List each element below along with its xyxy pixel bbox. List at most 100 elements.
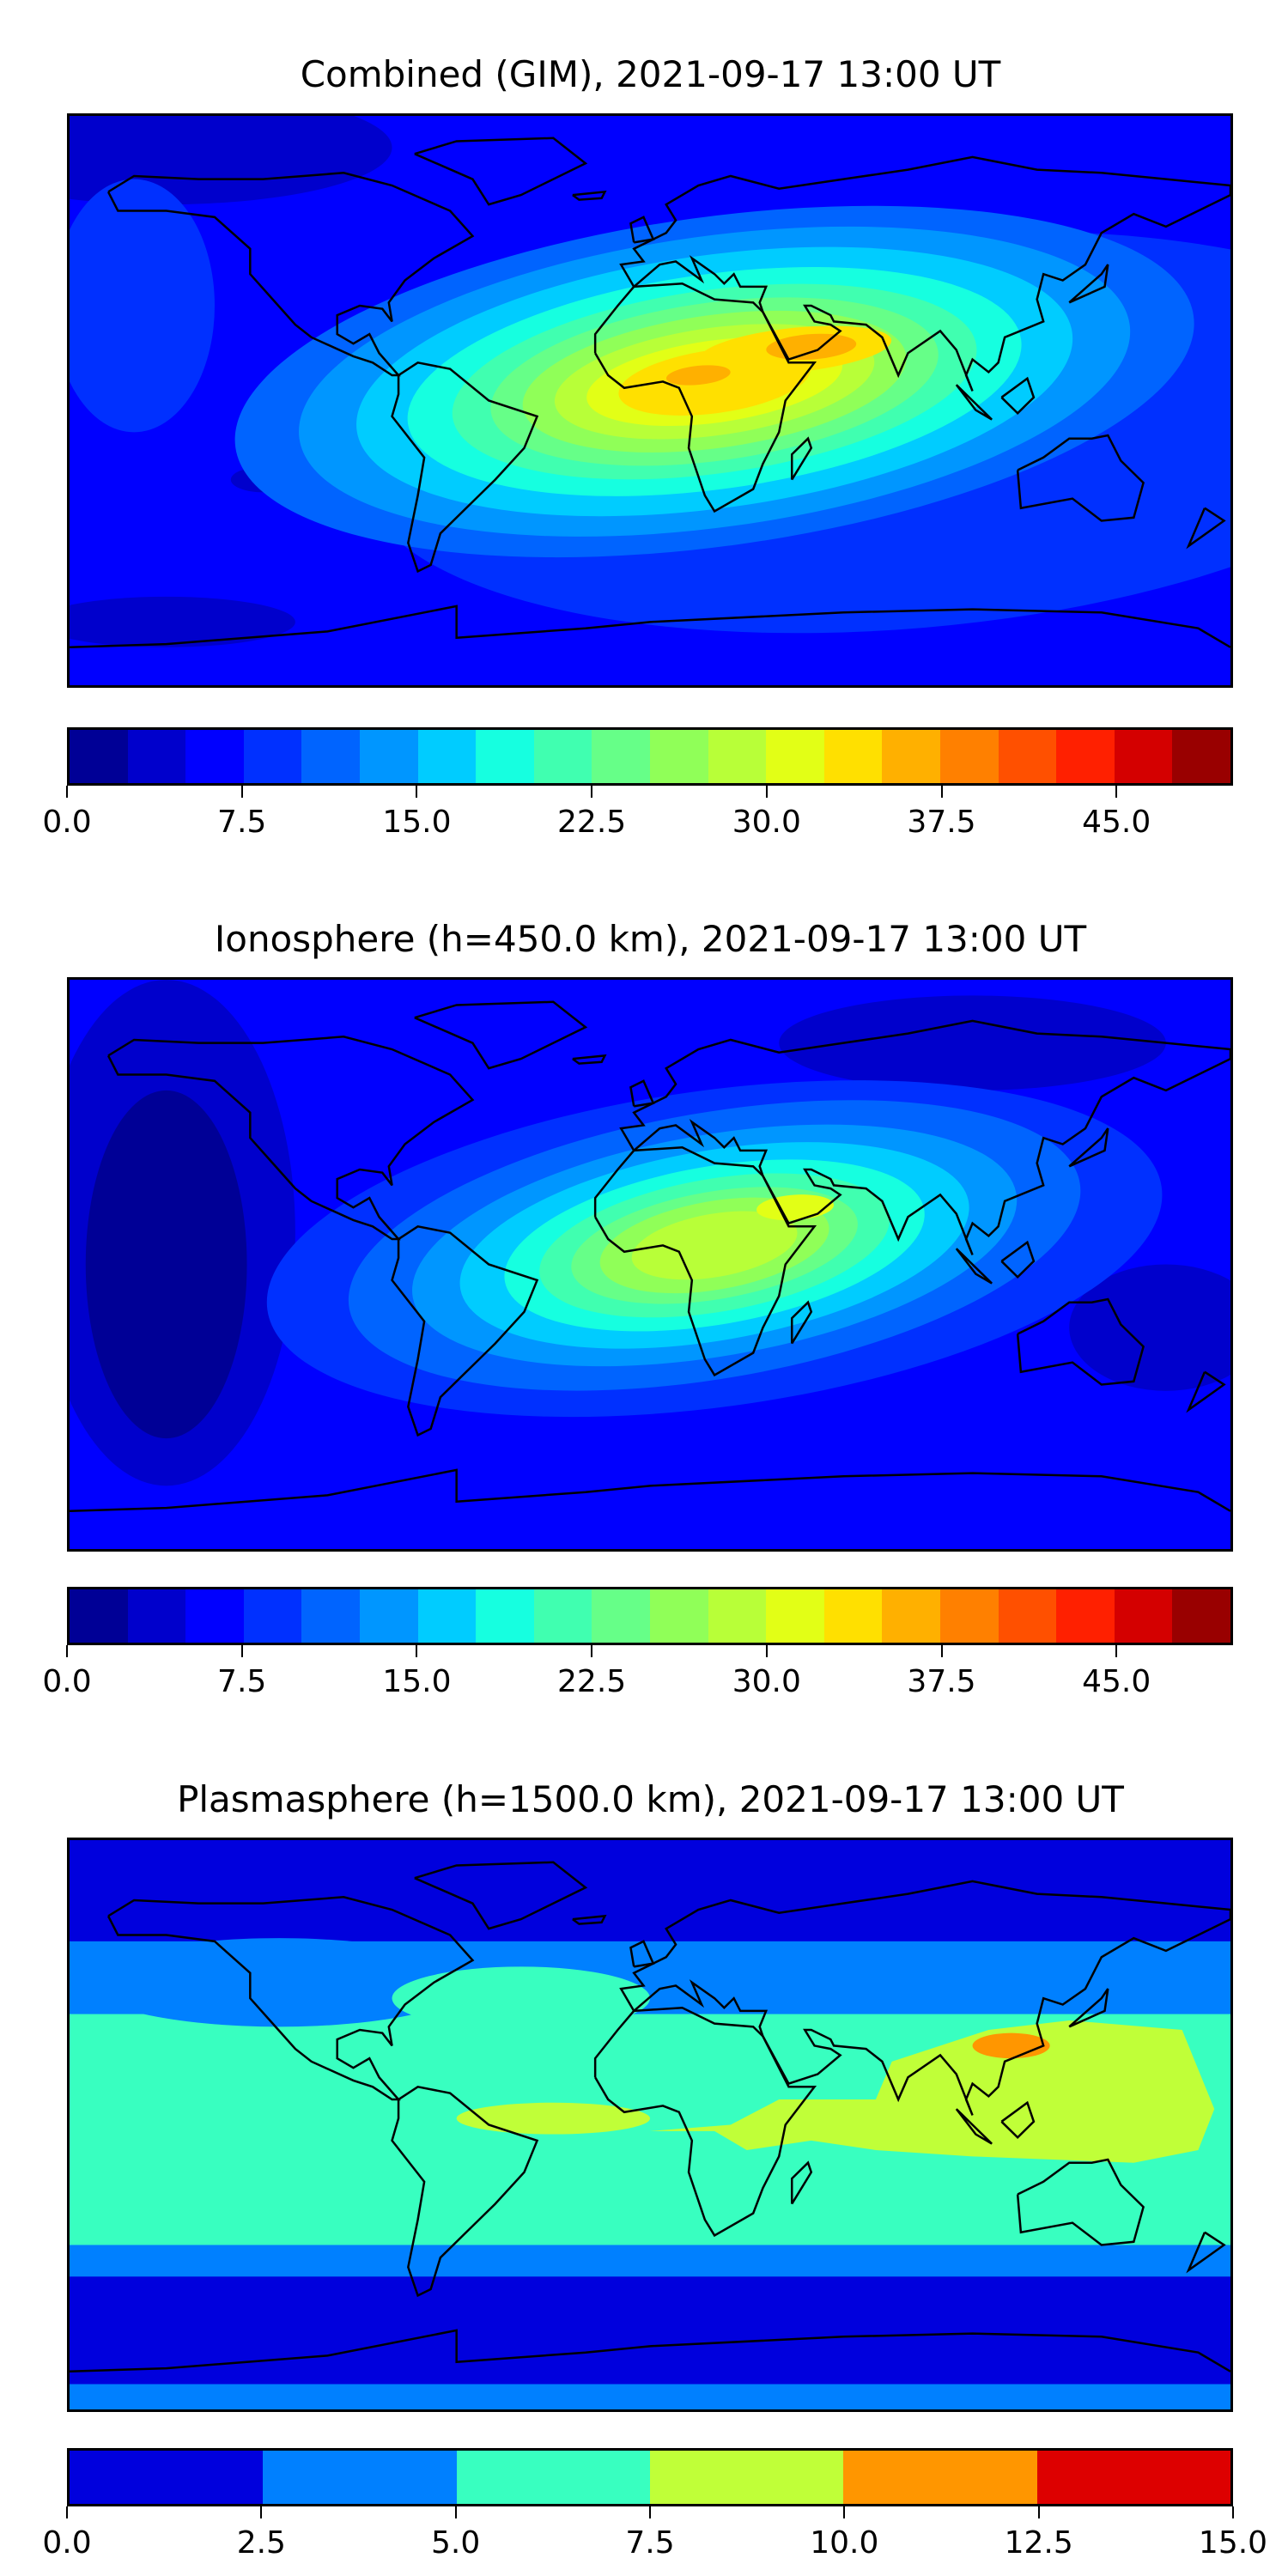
colorbar-tick: [240, 786, 243, 798]
coastline-australia: [1018, 2160, 1143, 2245]
contour-band: [85, 1938, 473, 2027]
colorbar-tick: [765, 786, 768, 798]
colorbar-segment: [456, 2451, 650, 2504]
colorbar-tick-label: 10.0: [810, 2525, 879, 2561]
colorbar-segment: [843, 2451, 1037, 2504]
colorbar-segment: [939, 730, 999, 783]
colorbar-tick: [416, 1645, 418, 1657]
contour-band: [392, 1966, 650, 2030]
colorbar-segment: [882, 730, 940, 783]
contour-band: [70, 596, 295, 647]
colorbar-tick-label: 7.5: [625, 2525, 675, 2561]
coastline-north-america: [108, 1897, 472, 2099]
coastline-antarctica: [70, 1470, 1230, 1511]
coastline-uk: [630, 217, 653, 242]
coastline-madagascar: [792, 439, 811, 480]
contour-band: [1069, 1264, 1230, 1391]
plot-title-combined: Combined (GIM), 2021-09-17 13:00 UT: [300, 53, 1001, 95]
colorbar-segment: [185, 1589, 244, 1643]
colorbar-segment: [533, 730, 592, 783]
colorbar-tick-label: 0.0: [42, 2525, 92, 2561]
coastline-new-zealand: [1188, 2233, 1224, 2270]
contour-band: [766, 333, 857, 361]
colorbar-segment: [708, 730, 767, 783]
colorbar-segment: [417, 1589, 477, 1643]
contour-band: [972, 2032, 1050, 2059]
colorbar-ticks-ionosphere: 0.0 7.5 15.0 22.5 30.0 37.5 45.0: [42, 1645, 1233, 1699]
colorbar-tick-label: 22.5: [557, 805, 627, 840]
coastline-africa: [595, 2008, 814, 2235]
colorbar-segment: [1114, 730, 1173, 783]
colorbar-segment: [882, 1589, 940, 1643]
coastline-new-zealand: [1188, 508, 1224, 546]
coastline-north-america: [108, 173, 472, 375]
contour-band: [456, 2102, 650, 2135]
coastline-borneo: [1001, 2103, 1034, 2138]
colorbar-tick-label: 37.5: [907, 805, 976, 840]
coastline-antarctica: [70, 606, 1230, 647]
colorbar-segment: [939, 1589, 999, 1643]
colorbar-segment: [359, 1589, 418, 1643]
coastline-sumatra: [957, 385, 992, 420]
colorbar-segment: [243, 1589, 302, 1643]
plot-title-plasmasphere: Plasmasphere (h=1500.0 km), 2021-09-17 1…: [177, 1778, 1124, 1820]
colorbar-segment: [649, 730, 708, 783]
colorbar-segment: [766, 1589, 824, 1643]
colorbar-tick: [765, 1645, 768, 1657]
colorbar-tick-label: 2.5: [236, 2525, 286, 2561]
colorbar-segment: [301, 1589, 360, 1643]
colorbar-segment: [301, 730, 360, 783]
colorbar-tick: [1115, 786, 1118, 798]
colorbar-segment: [998, 1589, 1057, 1643]
contour-band: [70, 179, 215, 433]
colorbar-segment: [127, 730, 186, 783]
colorbar-segment: [592, 1589, 650, 1643]
coastline-south-america: [392, 1226, 538, 1435]
colorbar-segment: [417, 730, 477, 783]
map-ionosphere: [67, 977, 1233, 1552]
coastline-greenland: [415, 1002, 586, 1068]
coastline-africa: [595, 1147, 814, 1375]
coastline-iceland: [573, 1916, 605, 1923]
colorbar-tick-label: 37.5: [907, 1664, 976, 1699]
colorbar-tick: [649, 2506, 651, 2518]
colorbar-tick-label: 30.0: [732, 1664, 801, 1699]
colorbar-plasmasphere: [67, 2448, 1233, 2506]
coastline-uk: [630, 1941, 653, 1966]
colorbar-tick: [1232, 2506, 1234, 2518]
colorbar-tick: [454, 2506, 457, 2518]
contour-band: [650, 2020, 1215, 2163]
coastline-borneo: [1001, 1242, 1034, 1278]
colorbar-tick: [66, 1645, 68, 1657]
colorbar-tick: [940, 786, 943, 798]
coastline-iceland: [573, 1055, 605, 1063]
coastline-australia: [1018, 1299, 1143, 1384]
colorbar-segment: [70, 1589, 128, 1643]
coastline-japan: [1069, 264, 1108, 302]
coastline-madagascar: [792, 1303, 811, 1344]
colorbar-segment: [70, 730, 128, 783]
colorbar-tick: [591, 786, 593, 798]
colorbar-tick-label: 7.5: [217, 805, 267, 840]
colorbar-tick: [66, 2506, 68, 2518]
contour-band: [85, 1090, 247, 1439]
colorbar-ticks-plasmasphere: 0.0 2.5 5.0 7.5 10.0 12.5 15.0: [42, 2506, 1267, 2561]
coastline-eurasia: [621, 157, 1230, 392]
coastline-antarctica: [70, 2330, 1230, 2372]
colorbar-tick-label: 5.0: [431, 2525, 481, 2561]
colorbar-segment: [533, 1589, 592, 1643]
colorbar-segment: [476, 1589, 534, 1643]
plot-title-ionosphere: Ionosphere (h=450.0 km), 2021-09-17 13:0…: [214, 918, 1087, 960]
coastline-iceland: [573, 191, 605, 199]
coastline-madagascar: [792, 2163, 811, 2204]
map-plasmasphere: [67, 1838, 1233, 2412]
coastline-eurasia: [621, 1021, 1230, 1255]
colorbar-segment: [476, 730, 534, 783]
coastline-uk: [630, 1081, 653, 1106]
colorbar-tick: [1037, 2506, 1040, 2518]
colorbar-tick: [940, 1645, 943, 1657]
coastline-sumatra: [957, 2109, 992, 2144]
coastline-africa: [595, 283, 814, 511]
colorbar-segment: [127, 1589, 186, 1643]
coastline-north-america: [108, 1036, 472, 1239]
